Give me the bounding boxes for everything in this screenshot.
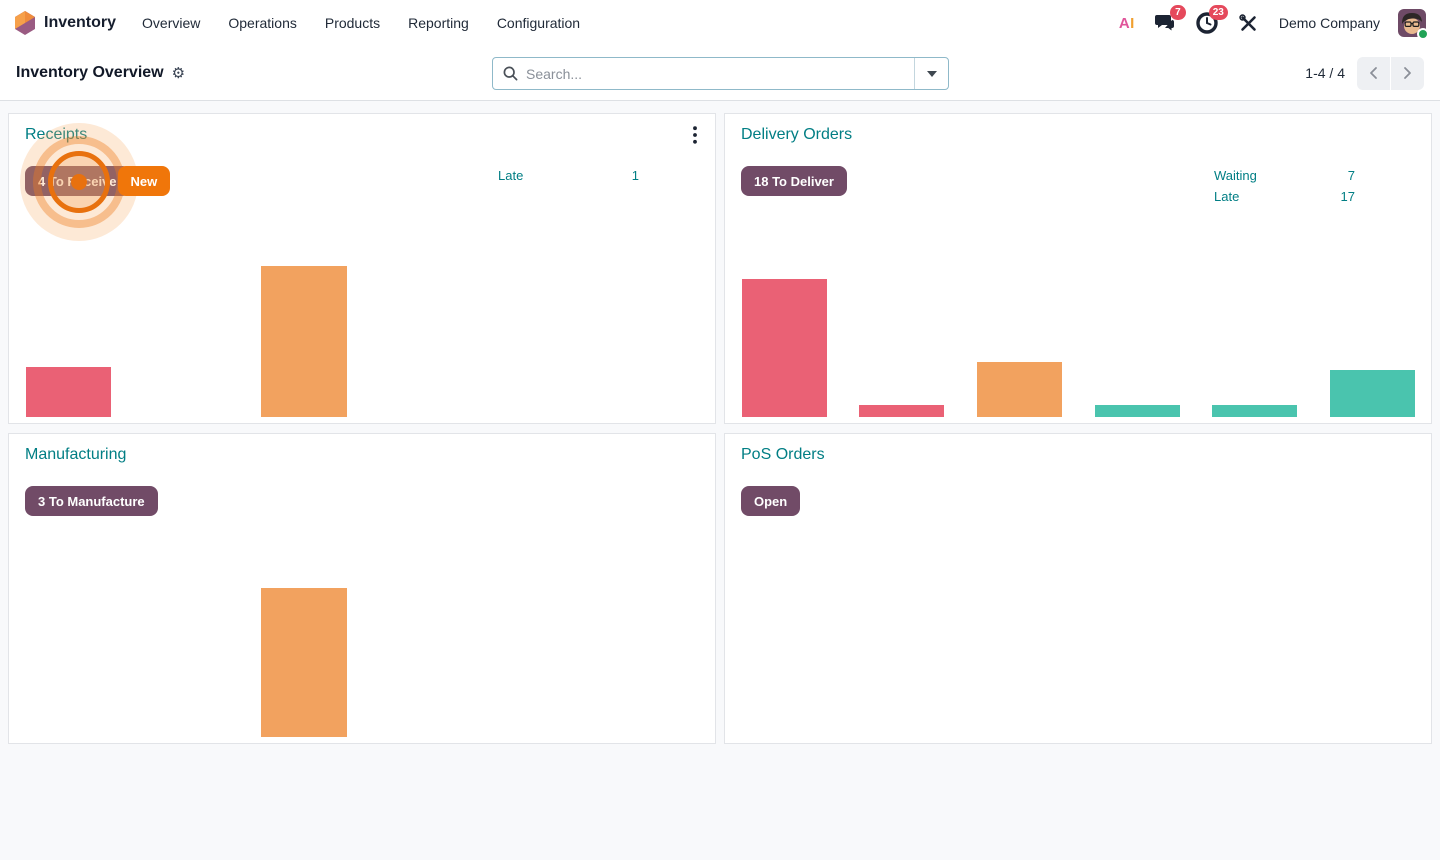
card-pos-title[interactable]: PoS Orders bbox=[741, 446, 825, 463]
search-input[interactable] bbox=[526, 65, 914, 82]
chevron-down-icon bbox=[926, 70, 937, 77]
card-receipts-actions: 4 To Receive New bbox=[25, 166, 171, 196]
stat-label-late[interactable]: Late bbox=[498, 168, 524, 183]
menu-overview[interactable]: Overview bbox=[142, 15, 201, 31]
menu-configuration[interactable]: Configuration bbox=[496, 15, 581, 31]
manufacturing-bar-chart bbox=[9, 577, 715, 737]
card-delivery-actions: 18 To Deliver bbox=[741, 166, 847, 196]
top-navbar: Inventory Overview Operations Products R… bbox=[0, 0, 1440, 46]
card-receipts-stats: Late 1 bbox=[498, 167, 639, 184]
card-delivery-orders: Delivery Orders 18 To Deliver Waiting 7 … bbox=[724, 113, 1432, 424]
chart-bar[interactable] bbox=[742, 279, 827, 417]
messages-badge: 7 bbox=[1169, 5, 1186, 20]
card-delivery-stats: Waiting 7 Late 17 bbox=[1214, 167, 1355, 205]
chart-bar[interactable] bbox=[977, 362, 1062, 417]
card-pos-actions: Open bbox=[741, 486, 801, 516]
receipts-bar-chart bbox=[9, 257, 715, 417]
pager-previous-button[interactable] bbox=[1357, 56, 1390, 90]
stat-row: Late 17 bbox=[1214, 188, 1355, 205]
dashboard-grid: Receipts 4 To Receive New Late 1 Deliver… bbox=[0, 101, 1440, 752]
search-options-toggle[interactable] bbox=[914, 58, 948, 89]
stat-row: Waiting 7 bbox=[1214, 167, 1355, 184]
menu-operations[interactable]: Operations bbox=[228, 15, 297, 31]
chart-bar[interactable] bbox=[26, 367, 111, 417]
user-avatar[interactable] bbox=[1398, 9, 1429, 40]
app-name: Inventory bbox=[44, 14, 117, 31]
stat-value-late[interactable]: 1 bbox=[631, 168, 639, 183]
pager: 1-4 / 4 bbox=[1305, 46, 1424, 100]
stat-value-waiting[interactable]: 7 bbox=[1347, 168, 1355, 183]
card-receipts: Receipts 4 To Receive New Late 1 bbox=[8, 113, 716, 424]
online-status-dot bbox=[1417, 28, 1429, 40]
activities-badge: 23 bbox=[1208, 5, 1228, 20]
card-manufacturing-actions: 3 To Manufacture bbox=[25, 486, 158, 516]
delivery-bar-chart bbox=[725, 257, 1431, 417]
to-manufacture-button[interactable]: 3 To Manufacture bbox=[25, 486, 158, 516]
page-title: Inventory Overview bbox=[16, 64, 164, 81]
activities-icon[interactable]: 23 bbox=[1195, 5, 1228, 35]
main-menu: Overview Operations Products Reporting C… bbox=[142, 15, 580, 31]
chart-bar[interactable] bbox=[1095, 405, 1180, 417]
tools-icon[interactable] bbox=[1237, 11, 1261, 35]
stat-row: Late 1 bbox=[498, 167, 639, 184]
card-receipts-title[interactable]: Receipts bbox=[25, 126, 88, 143]
chart-bar[interactable] bbox=[261, 588, 347, 737]
search-bar bbox=[492, 57, 949, 90]
inventory-app-icon bbox=[14, 11, 36, 35]
app-switcher[interactable]: Inventory bbox=[14, 11, 116, 35]
open-pos-button[interactable]: Open bbox=[741, 486, 801, 516]
card-delivery-title[interactable]: Delivery Orders bbox=[741, 126, 853, 143]
systray: AI 7 23 Demo Compa bbox=[1118, 5, 1429, 40]
company-switcher[interactable]: Demo Company bbox=[1278, 15, 1380, 31]
gear-icon[interactable]: ⚙ bbox=[171, 64, 186, 82]
ai-icon[interactable]: AI bbox=[1118, 14, 1135, 32]
card-manufacturing-title[interactable]: Manufacturing bbox=[25, 446, 127, 463]
kebab-menu-icon[interactable] bbox=[685, 124, 705, 146]
chart-bar[interactable] bbox=[261, 266, 347, 417]
pager-next-button[interactable] bbox=[1391, 56, 1424, 90]
messages-icon[interactable]: 7 bbox=[1153, 5, 1186, 35]
to-deliver-button[interactable]: 18 To Deliver bbox=[741, 166, 847, 196]
stat-label-waiting[interactable]: Waiting bbox=[1214, 168, 1257, 183]
menu-reporting[interactable]: Reporting bbox=[408, 15, 469, 31]
chart-bar[interactable] bbox=[859, 405, 944, 417]
stat-label-late[interactable]: Late bbox=[1214, 189, 1240, 204]
card-manufacturing: Manufacturing 3 To Manufacture bbox=[8, 433, 716, 744]
menu-products[interactable]: Products bbox=[324, 15, 381, 31]
card-pos-orders: PoS Orders Open bbox=[724, 433, 1432, 744]
chart-bar[interactable] bbox=[1330, 370, 1415, 417]
to-receive-button[interactable]: 4 To Receive bbox=[25, 166, 130, 196]
pager-range: 1-4 / 4 bbox=[1305, 65, 1345, 81]
breadcrumb: Inventory Overview ⚙ bbox=[16, 64, 185, 82]
stat-value-late[interactable]: 17 bbox=[1340, 189, 1355, 204]
chart-bar[interactable] bbox=[1212, 405, 1297, 417]
control-panel: Inventory Overview ⚙ 1-4 / 4 bbox=[0, 46, 1440, 101]
new-receipt-button[interactable]: New bbox=[117, 166, 171, 196]
search-icon bbox=[503, 66, 518, 81]
